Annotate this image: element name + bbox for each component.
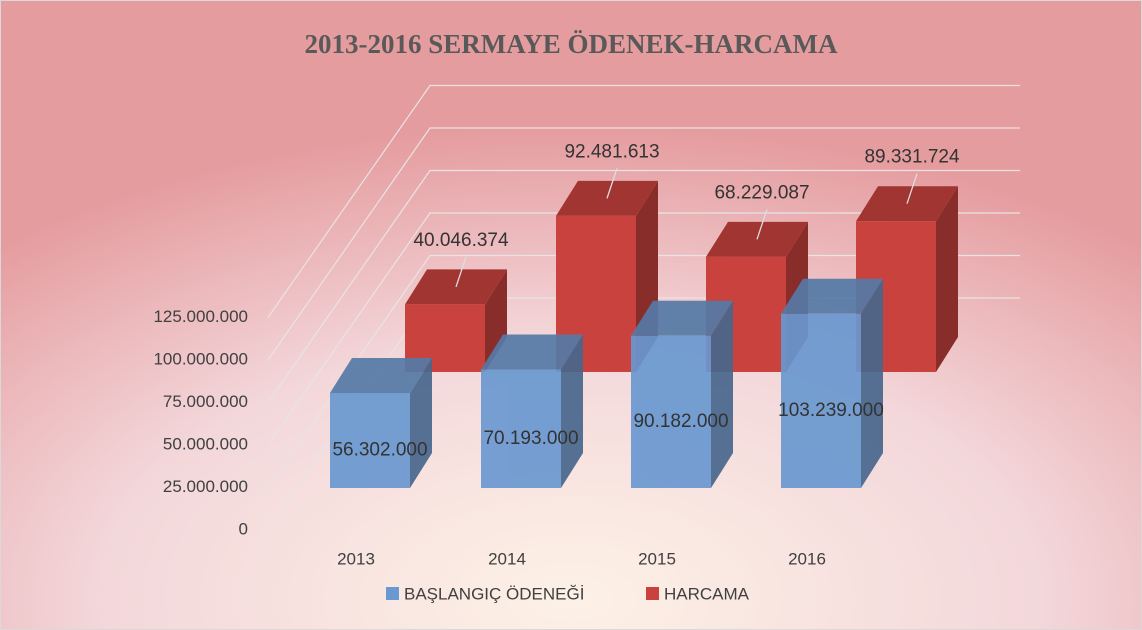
bar-side <box>485 269 507 372</box>
x-tick-label: 2015 <box>638 549 676 568</box>
bar <box>781 278 883 488</box>
data-label: 90.182.000 <box>633 411 728 432</box>
grid-line <box>267 212 1020 446</box>
y-tick-label: 50.000.000 <box>163 434 248 453</box>
data-label: 70.193.000 <box>483 428 578 449</box>
legend-swatch <box>646 587 659 600</box>
x-tick-label: 2016 <box>788 549 826 568</box>
grid-line <box>267 84 1020 318</box>
y-tick-label: 0 <box>239 519 248 538</box>
x-tick-label: 2013 <box>337 549 375 568</box>
leader-line <box>606 168 618 199</box>
grid-line <box>267 127 1020 361</box>
y-tick-label: 25.000.000 <box>163 477 248 496</box>
leader-line <box>455 256 467 288</box>
bar-front <box>405 304 485 372</box>
grid-line <box>267 169 1020 403</box>
bar <box>405 269 507 372</box>
data-label: 40.046.374 <box>413 230 509 251</box>
y-tick-label: 100.000.000 <box>153 349 248 368</box>
bar <box>481 334 583 488</box>
bar-front <box>631 335 711 488</box>
bar <box>631 300 733 488</box>
data-label: 92.481.613 <box>564 141 659 162</box>
bar-top <box>631 300 733 336</box>
bar-front <box>781 313 861 488</box>
bar-top <box>330 357 432 393</box>
x-tick-label: 2014 <box>488 549 526 568</box>
bar-side <box>936 186 958 372</box>
leader-line <box>756 209 768 240</box>
leader-line <box>906 173 918 204</box>
bar-side <box>711 300 733 488</box>
y-tick-label: 75.000.000 <box>163 392 248 411</box>
bar-top <box>781 278 883 314</box>
legend-label: BAŞLANGIÇ ÖDENEĞİ <box>404 584 584 603</box>
data-label: 56.302.000 <box>332 439 427 460</box>
legend-label: HARCAMA <box>664 584 750 603</box>
bar-top <box>706 221 808 257</box>
data-label: 103.239.000 <box>778 400 884 421</box>
bar-front <box>556 215 636 372</box>
data-label: 68.229.087 <box>714 182 809 203</box>
bar-side <box>561 334 583 488</box>
bar-front <box>481 369 561 488</box>
grid-line <box>267 254 1020 488</box>
bar-top <box>481 334 583 370</box>
bar-front <box>330 392 410 488</box>
y-tick-label: 125.000.000 <box>153 307 248 326</box>
bar <box>330 357 432 488</box>
legend-swatch <box>386 587 399 600</box>
chart-title: 2013-2016 SERMAYE ÖDENEK-HARCAMA <box>304 29 838 59</box>
bar-side <box>861 278 883 488</box>
data-label: 89.331.724 <box>864 147 960 168</box>
bar-side <box>410 357 432 488</box>
